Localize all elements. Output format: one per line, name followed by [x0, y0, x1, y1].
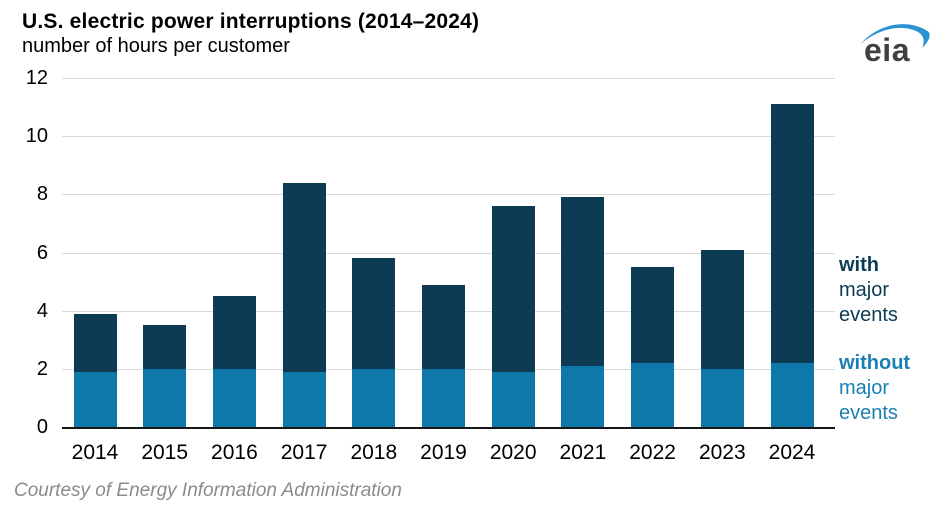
x-tick-label-2019: 2019	[420, 441, 467, 464]
bar-2022-without-major-events-segment	[631, 363, 675, 427]
gridline-6	[62, 252, 835, 254]
bar-2019-without-major-events-segment	[422, 368, 465, 427]
bar-2024-without-major-events-segment	[770, 363, 814, 427]
bar-2022-with-major-events-segment	[631, 267, 675, 364]
bar-2016-with-major-events-segment	[212, 296, 256, 369]
bar-2018-without-major-events-segment	[352, 368, 396, 427]
chart-subtitle: number of hours per customer	[22, 35, 290, 57]
bar-2018	[352, 258, 396, 427]
x-tick-label-2017: 2017	[280, 441, 328, 464]
gridline-10	[62, 136, 835, 138]
bar-2015-with-major-events-segment	[143, 325, 187, 369]
bar-2021	[561, 197, 605, 427]
x-tick-label-2018: 2018	[350, 441, 398, 464]
bar-2024	[770, 104, 814, 427]
y-tick-label-6: 6	[36, 241, 48, 264]
bar-2015-without-major-events-segment	[143, 368, 187, 427]
bar-2017	[282, 182, 326, 427]
x-tick-label-2024: 2024	[768, 441, 816, 464]
chart-title: U.S. electric power interruptions (2014–…	[22, 10, 480, 33]
bar-2017-with-major-events-segment	[282, 182, 326, 372]
legend-without-line2: major	[839, 377, 890, 399]
eia-logo-text: eia	[864, 32, 910, 68]
x-tick-label-2022: 2022	[629, 441, 676, 464]
y-tick-label-10: 10	[25, 125, 48, 148]
x-tick-label-2014: 2014	[71, 441, 119, 464]
bar-2020-without-major-events-segment	[491, 371, 535, 427]
eia-logo: eia	[858, 20, 936, 68]
bar-2018-with-major-events-segment	[352, 258, 396, 369]
y-tick-label-2: 2	[36, 357, 48, 380]
bar-2016	[212, 296, 256, 427]
legend-without-major-events: without major events	[839, 351, 910, 426]
legend-with-line3: events	[839, 304, 898, 326]
bar-2014-without-major-events-segment	[73, 371, 117, 427]
x-tick-label-2016: 2016	[211, 441, 258, 464]
x-tick-label-2020: 2020	[489, 441, 537, 464]
bar-2020-with-major-events-segment	[491, 205, 535, 372]
x-tick-label-2021: 2021	[559, 441, 607, 464]
bar-2016-without-major-events-segment	[212, 368, 256, 427]
y-tick-label-8: 8	[36, 183, 48, 206]
courtesy-note: Courtesy of Energy Information Administr…	[14, 480, 402, 501]
legend-without-line3: events	[839, 402, 898, 424]
bar-2023	[700, 249, 744, 427]
bar-2021-with-major-events-segment	[561, 197, 605, 366]
x-tick-label-2023: 2023	[698, 441, 746, 464]
bar-2019	[422, 284, 465, 427]
gridline-12	[62, 78, 835, 79]
bar-2015	[143, 325, 187, 427]
gridline-8	[62, 194, 835, 196]
bar-2024-with-major-events-segment	[770, 104, 814, 364]
y-tick-label-4: 4	[36, 299, 48, 322]
y-tick-label-12: 12	[25, 67, 48, 89]
y-tick-label-0: 0	[36, 416, 48, 438]
bar-2023-with-major-events-segment	[700, 249, 744, 369]
bar-2017-without-major-events-segment	[282, 371, 326, 427]
x-tick-label-2015: 2015	[141, 441, 189, 464]
bar-2022	[631, 267, 675, 427]
bar-2014	[73, 313, 117, 427]
plot-area	[62, 78, 835, 429]
bar-2020	[491, 205, 535, 427]
bar-2023-without-major-events-segment	[700, 368, 744, 427]
legend-without-line1: without	[839, 352, 911, 374]
legend-with-major-events: with major events	[839, 253, 898, 328]
bar-2019-with-major-events-segment	[422, 284, 465, 369]
legend-with-line2: major	[839, 279, 890, 301]
bar-2021-without-major-events-segment	[561, 365, 605, 427]
legend-with-line1: with	[839, 254, 879, 276]
bar-2014-with-major-events-segment	[73, 313, 117, 372]
